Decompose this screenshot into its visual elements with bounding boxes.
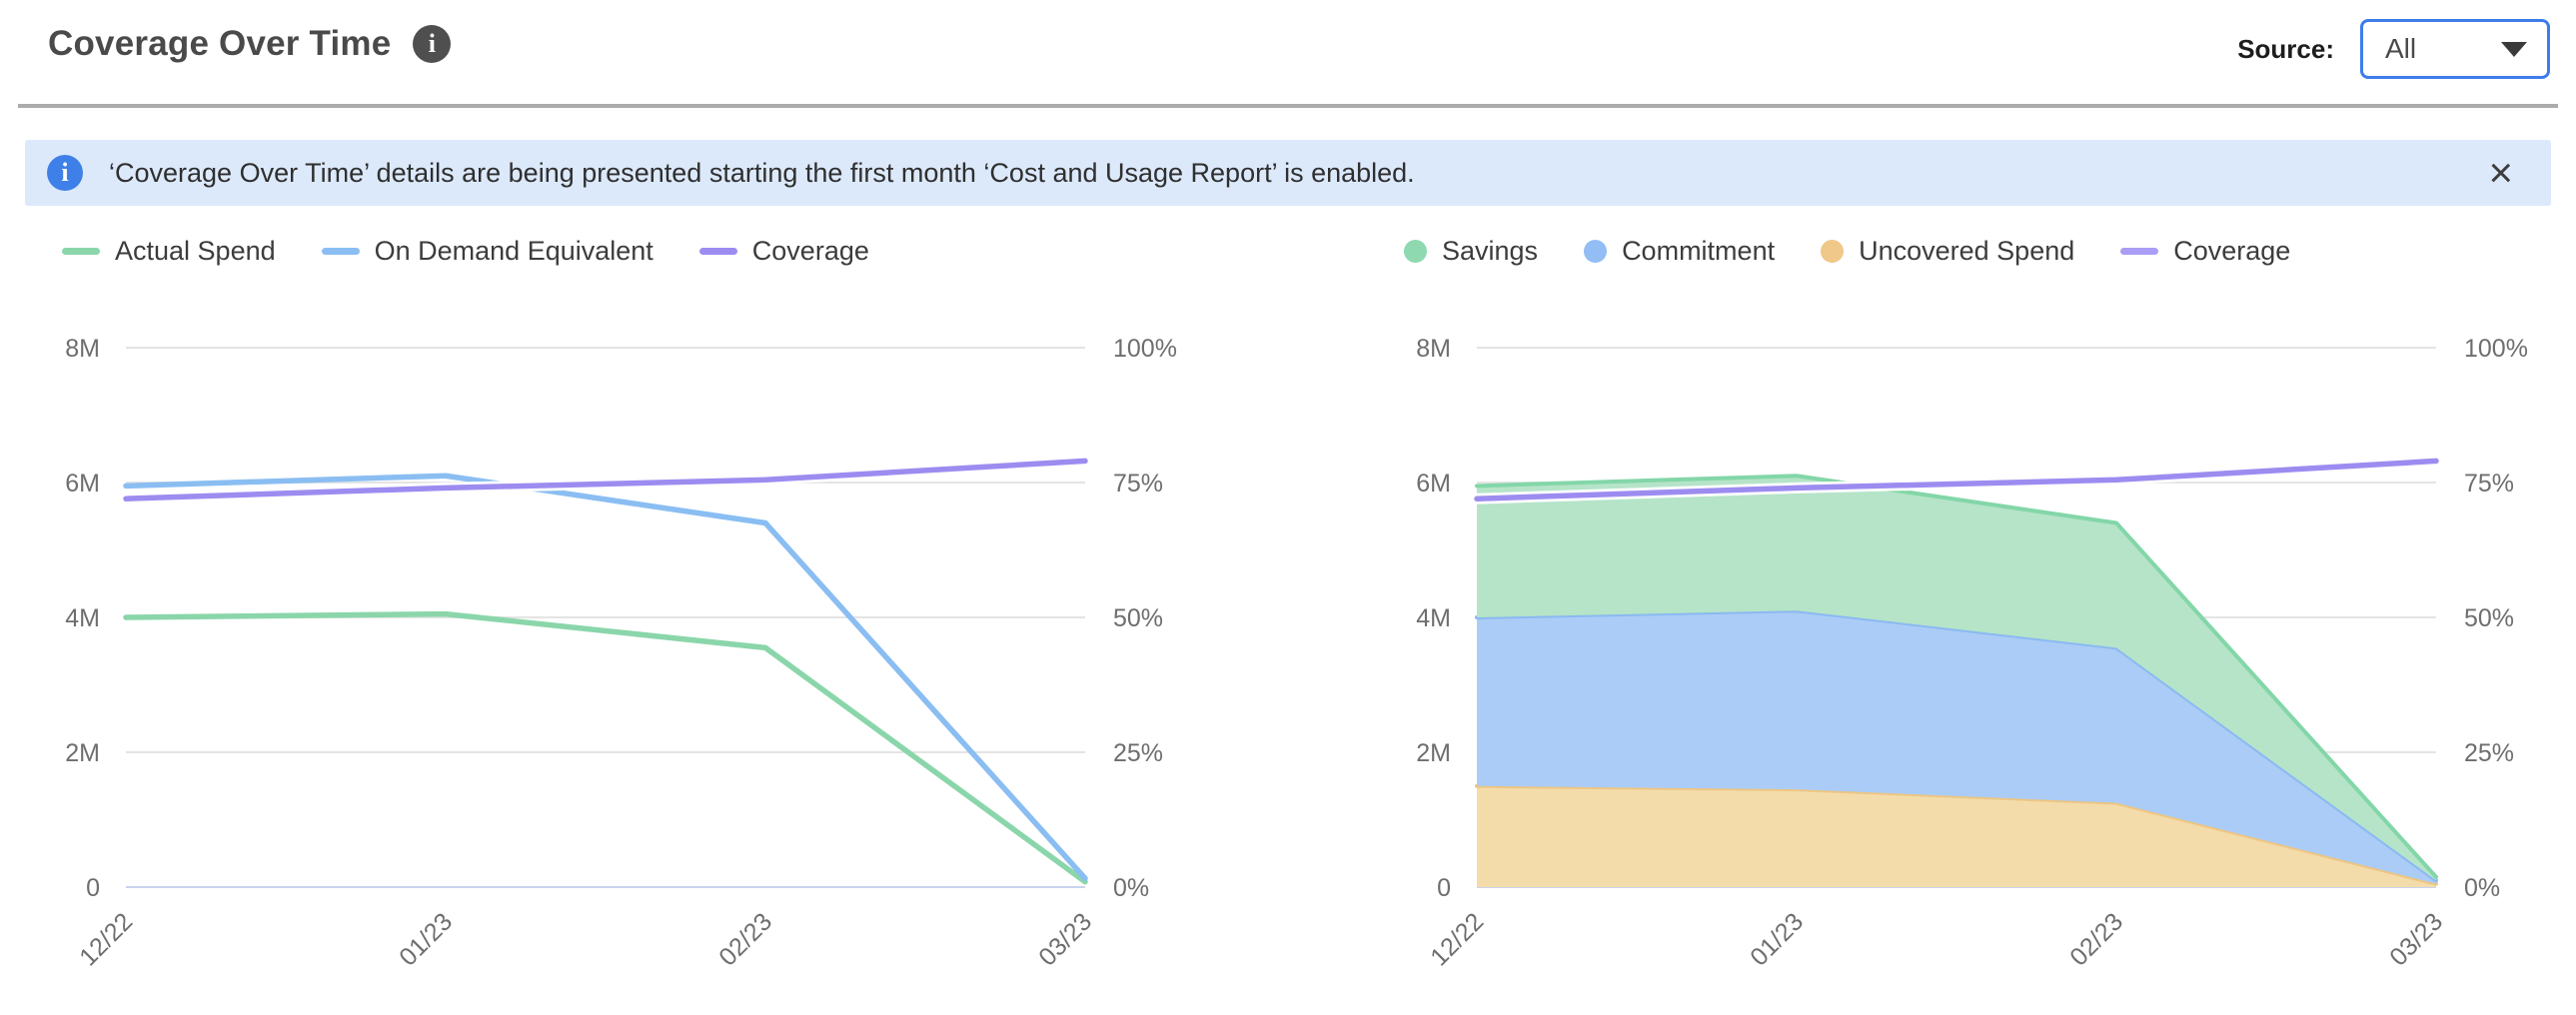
legend-item[interactable]: Savings: [1404, 236, 1538, 267]
legend-label: Coverage: [751, 236, 869, 266]
x-axis-tick-label: 12/22: [74, 907, 138, 971]
header-divider: [18, 104, 2558, 108]
y-axis-tick-label: 4M: [1416, 604, 1451, 632]
y-axis-tick-label: 4M: [65, 604, 100, 632]
info-glyph: i: [61, 158, 69, 187]
y-axis-tick-label: 2M: [65, 739, 100, 767]
legend-swatch-dot: [1584, 240, 1608, 263]
info-glyph: i: [428, 29, 437, 58]
source-dropdown[interactable]: All: [2360, 19, 2550, 79]
title-info-icon[interactable]: i: [413, 25, 452, 63]
legend-label: Savings: [1442, 236, 1539, 266]
pct-axis-tick-label: 75%: [1113, 470, 1163, 498]
legend-swatch-line: [698, 248, 737, 255]
x-axis-tick-label: 02/23: [713, 907, 777, 971]
legend-item[interactable]: Uncovered Spend: [1821, 236, 2074, 267]
y-axis-tick-label: 6M: [65, 470, 100, 498]
x-axis-tick-label: 03/23: [1033, 907, 1097, 971]
pct-axis-tick-label: 50%: [2464, 604, 2514, 632]
source-dropdown-value: All: [2385, 33, 2417, 64]
x-axis-tick-label: 03/23: [2384, 907, 2448, 971]
pct-axis-tick-label: 50%: [1113, 604, 1163, 632]
panel-header: Coverage Over Time i: [48, 24, 452, 64]
pct-axis-tick-label: 25%: [1113, 739, 1163, 767]
legend-item[interactable]: On Demand Equivalent: [321, 236, 653, 267]
x-axis-tick-label: 02/23: [2064, 907, 2128, 971]
y-axis-tick-label: 6M: [1416, 470, 1451, 498]
legend-swatch-line: [321, 248, 360, 255]
source-control: Source: All: [2237, 16, 2550, 82]
x-axis-tick-label: 12/22: [1425, 907, 1489, 971]
legend-item[interactable]: Commitment: [1584, 236, 1775, 267]
left-chart-legend: Actual Spend On Demand Equivalent Coverage: [62, 236, 869, 267]
y-axis-tick-label: 2M: [1416, 739, 1451, 767]
legend-swatch-dot: [1821, 240, 1845, 263]
legend-label: Uncovered Spend: [1859, 236, 2075, 266]
source-label: Source:: [2237, 33, 2334, 64]
legend-swatch-line: [2120, 248, 2159, 255]
x-axis-tick-label: 01/23: [1745, 907, 1809, 971]
y-axis-tick-label: 0: [1437, 874, 1451, 902]
legend-label: Actual Spend: [115, 236, 276, 266]
legend-swatch-dot: [1404, 240, 1427, 263]
savings-commitment-area-chart: 8M 100% 6M 75% 4M 50% 2M 25% 0 0% 12/22 01/23 02/23 0…: [1416, 335, 2528, 971]
banner-info-icon: i: [47, 155, 83, 191]
legend-item[interactable]: Actual Spend: [62, 236, 276, 267]
pct-axis-tick-label: 75%: [2464, 470, 2514, 498]
x-axis-tick-label: 01/23: [394, 907, 458, 971]
legend-label: On Demand Equivalent: [374, 236, 653, 266]
legend-item[interactable]: Coverage: [2120, 236, 2290, 267]
chevron-down-icon: [2501, 41, 2527, 57]
info-banner: i ‘Coverage Over Time’ details are being…: [25, 140, 2551, 206]
pct-axis-tick-label: 100%: [2464, 335, 2528, 363]
pct-axis-tick-label: 100%: [1113, 335, 1177, 363]
page-title: Coverage Over Time: [48, 24, 392, 63]
legend-item[interactable]: Coverage: [698, 236, 869, 267]
pct-axis-tick-label: 0%: [1113, 874, 1149, 902]
pct-axis-tick-label: 25%: [2464, 739, 2514, 767]
y-axis-tick-label: 8M: [65, 335, 100, 363]
y-axis-tick-label: 0: [86, 874, 100, 902]
right-chart-legend: Savings Commitment Uncovered Spend Coverage: [1404, 236, 2290, 267]
pct-axis-tick-label: 0%: [2464, 874, 2500, 902]
legend-label: Coverage: [2173, 236, 2291, 266]
spend-coverage-line-chart: 8M 100% 6M 75% 4M 50% 2M 25% 0 0% 12/22 01/23 02/23 0…: [65, 335, 1177, 971]
y-axis-tick-label: 8M: [1416, 335, 1451, 363]
banner-text: ‘Coverage Over Time’ details are being p…: [109, 157, 1415, 188]
legend-label: Commitment: [1622, 236, 1776, 266]
close-icon[interactable]: ×: [2488, 149, 2513, 196]
legend-swatch-line: [62, 248, 100, 255]
